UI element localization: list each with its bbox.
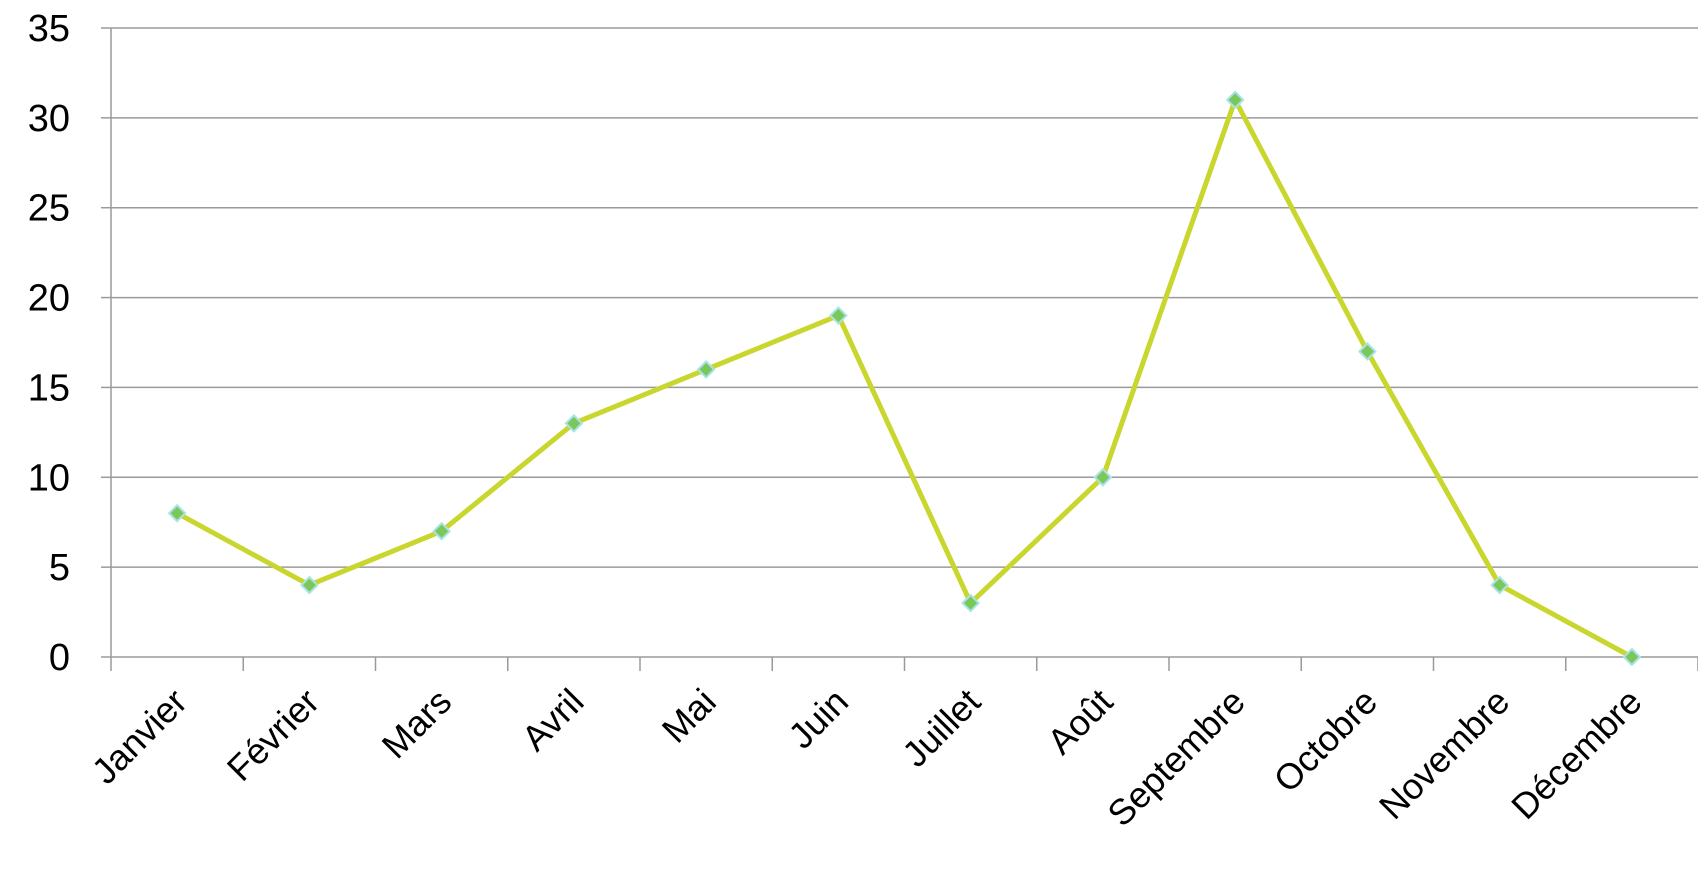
x-tick-label-9: Septembre xyxy=(1099,681,1253,835)
x-tick-label-4: Avril xyxy=(513,681,591,759)
series-line-1 xyxy=(175,97,1634,660)
data-point-10 xyxy=(1357,342,1377,361)
data-point-8 xyxy=(1093,467,1113,487)
y-tick-label-0: 0 xyxy=(49,637,70,679)
y-tick-label-15: 15 xyxy=(28,367,70,409)
y-tick-label-35: 35 xyxy=(28,8,70,50)
y-tick-label-30: 30 xyxy=(28,98,70,140)
data-series xyxy=(167,90,1642,667)
y-tick-label-10: 10 xyxy=(28,457,70,499)
y-axis-tick-labels: 0 5 10 15 20 25 30 35 xyxy=(28,8,70,679)
x-tick-label-10: Octobre xyxy=(1265,681,1385,801)
data-point-11 xyxy=(1490,575,1510,595)
x-tick-label-3: Mars xyxy=(374,681,460,767)
data-point-9 xyxy=(1225,90,1245,110)
x-tick-label-8: Août xyxy=(1039,681,1120,762)
x-tick-label-2: Février xyxy=(219,681,327,789)
axes xyxy=(101,27,1698,671)
x-tick-label-11: Novembre xyxy=(1371,681,1517,827)
x-tick-label-12: Décembre xyxy=(1503,681,1649,827)
x-tick-label-6: Juin xyxy=(780,681,856,757)
x-tick-label-7: Juillet xyxy=(894,681,988,775)
x-axis-tick-labels: Janvier Février Mars Avril Mai Juin Juillet Aoû… xyxy=(84,681,1650,835)
data-point-4 xyxy=(564,413,584,433)
data-point-3 xyxy=(432,521,452,541)
data-point-5 xyxy=(696,360,716,379)
data-point-12 xyxy=(1622,647,1642,667)
x-tick-label-5: Mai xyxy=(654,681,724,751)
gridlines xyxy=(111,27,1698,568)
data-point-6 xyxy=(828,306,848,325)
y-tick-label-25: 25 xyxy=(28,188,70,230)
x-tick-label-1: Janvier xyxy=(84,681,195,792)
y-tick-label-20: 20 xyxy=(28,278,70,320)
y-tick-label-5: 5 xyxy=(49,547,70,589)
data-point-1 xyxy=(167,503,187,523)
data-point-2 xyxy=(299,575,319,595)
data-point-7 xyxy=(961,593,981,613)
